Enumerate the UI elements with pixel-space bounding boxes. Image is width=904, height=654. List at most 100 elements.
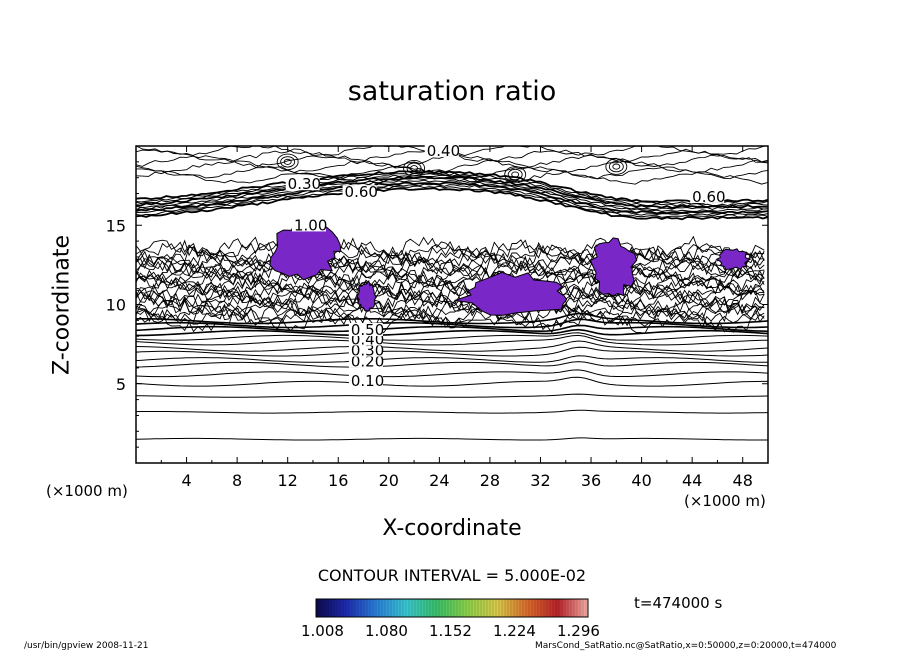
contour-ring: [612, 163, 621, 170]
contour-line: [136, 393, 768, 398]
contour-label: 0.50: [351, 321, 384, 339]
x-tick-label: 28: [480, 471, 500, 490]
colorbar: [315, 598, 589, 618]
contour-label: 0.30: [351, 342, 384, 360]
contour-line: [136, 169, 768, 204]
colorbar-stripes: [315, 599, 587, 617]
contour-line: [136, 361, 768, 368]
contour-line: [136, 255, 765, 283]
colorbar-tick-label: 1.224: [493, 622, 536, 640]
x-tick-label: 16: [328, 471, 348, 490]
contour-ring: [406, 162, 422, 174]
y-tick-label: 10: [106, 296, 126, 315]
contour-lines: [136, 146, 768, 441]
contour-line: [136, 340, 768, 352]
contour-ring: [283, 158, 292, 165]
contour-label-bg: [348, 343, 383, 357]
contour-line: [136, 250, 765, 277]
contour-ring: [276, 153, 299, 171]
contour-line: [136, 187, 768, 221]
contour-line: [136, 409, 768, 414]
supersaturated-region: [589, 237, 638, 297]
y-axis-label: Z-coordinate: [49, 235, 75, 375]
x-tick-label: 36: [581, 471, 601, 490]
contour-label-bg: [348, 373, 383, 387]
x-tick-label: 8: [232, 471, 242, 490]
contour-label-bg: [292, 218, 326, 232]
contour-line: [136, 272, 765, 301]
x-tick-label: 44: [682, 471, 702, 490]
contour-line: [136, 181, 768, 215]
contour-line: [136, 369, 768, 378]
contour-ring: [511, 171, 520, 178]
contour-label-bg: [424, 143, 459, 157]
colorbar-tick-label: 1.296: [557, 622, 600, 640]
contour-ring: [504, 166, 527, 183]
contour-label: 0.40: [427, 142, 460, 160]
contour-line: [136, 275, 765, 303]
contour-line: [136, 293, 765, 320]
contour-line: [136, 328, 768, 337]
contour-line: [136, 175, 768, 209]
contour-line: [136, 334, 768, 346]
contour-ring: [280, 156, 296, 168]
contour-line: [136, 266, 765, 295]
x-unit-label-left: (×1000 m): [46, 482, 128, 500]
x-tick-label: 32: [530, 471, 550, 490]
contour-label-bg: [342, 185, 377, 199]
contour-label-bg: [690, 189, 725, 203]
contour-line: [136, 179, 768, 212]
supersaturated-region: [356, 279, 378, 312]
x-tick-label: 4: [181, 471, 191, 490]
contour-label-bg: [348, 323, 383, 337]
time-label: t=474000 s: [634, 594, 723, 612]
supersaturated-region: [715, 248, 752, 271]
footer-program: /usr/bin/gpview 2008-11-21: [24, 641, 149, 651]
contour-line: [136, 237, 765, 267]
x-tick-label: 40: [631, 471, 651, 490]
contour-labels: 0.100.200.300.400.500.400.30 0.60 0.601.00: [285, 142, 726, 390]
contour-line: [136, 159, 768, 173]
x-tick-label: 24: [429, 471, 449, 490]
colorbar-tick-label: 1.080: [365, 622, 408, 640]
contour-line: [136, 306, 765, 335]
supersaturated-region: [454, 271, 568, 316]
contour-line: [136, 376, 768, 387]
contour-ring: [403, 159, 426, 177]
contour-line: [136, 346, 768, 357]
contour-line: [136, 183, 768, 216]
contour-line: [136, 297, 765, 325]
contour-line: [136, 185, 768, 218]
x-unit-label-right: (×1000 m): [684, 492, 766, 510]
contour-label: 0.10: [351, 372, 384, 390]
contour-interval: CONTOUR INTERVAL = 5.000E-02: [317, 566, 587, 585]
contour-label: 0.60: [345, 183, 378, 201]
chart-title: saturation ratio: [347, 76, 557, 107]
x-tick-label: 12: [278, 471, 298, 490]
y-tick-label: 5: [116, 375, 126, 394]
contour-line: [136, 278, 765, 306]
colorbar-tick-label: 1.008: [301, 622, 344, 640]
x-axis-label: X-coordinate: [382, 516, 522, 541]
footer-source: MarsCond_SatRatio.nc@SatRatio,x=0:50000,…: [535, 641, 837, 651]
contour-line: [136, 318, 768, 329]
contour-ring: [410, 165, 419, 172]
contour-ring: [608, 160, 624, 173]
contour-ring: [605, 158, 628, 175]
contour-label-bg: [285, 177, 320, 191]
contour-ring: [507, 168, 523, 181]
contour-label: 0.60: [692, 188, 725, 206]
x-tick-label: 20: [379, 471, 399, 490]
colorbar-tick-label: 1.152: [429, 622, 472, 640]
contour-line: [136, 332, 768, 341]
contour-label-bg: [348, 354, 383, 368]
contour-label: 1.00: [294, 216, 327, 234]
y-tick-label: 15: [106, 216, 126, 235]
contour-line: [136, 437, 768, 441]
contour-line: [136, 235, 765, 264]
contour-line: [136, 355, 768, 363]
x-tick-label: 48: [733, 471, 753, 490]
supersaturated-regions: [269, 219, 752, 316]
